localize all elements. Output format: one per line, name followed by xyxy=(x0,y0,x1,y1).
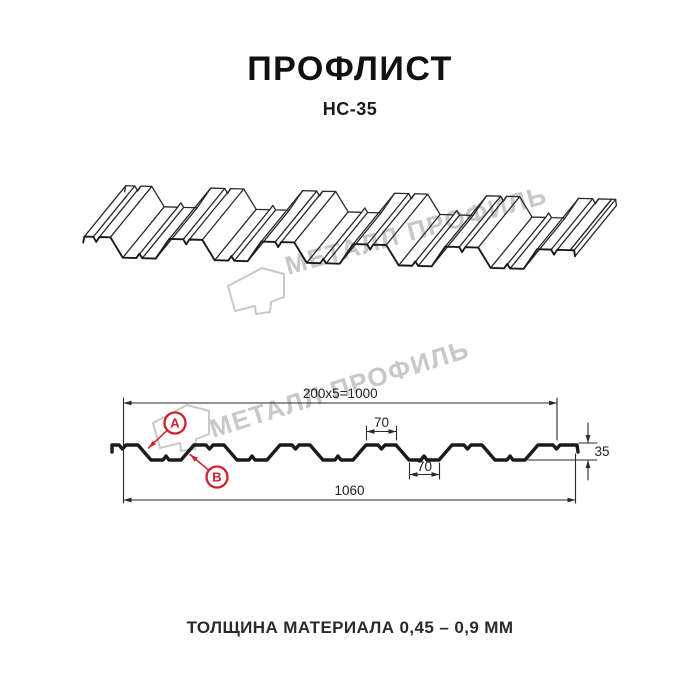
rib-length-line xyxy=(411,214,455,267)
dimension-arrowhead xyxy=(123,497,132,503)
rib-length-line xyxy=(464,195,508,248)
rib-length-line xyxy=(233,209,277,262)
dim-height-value: 35 xyxy=(595,444,610,459)
label-b-letter: B xyxy=(212,470,221,485)
dim-working-width-value: 200x5=1000 xyxy=(303,386,378,401)
label-a-letter: A xyxy=(170,416,180,431)
rib-length-line xyxy=(306,211,349,264)
page-title: ПРОФЛИСТ xyxy=(247,50,453,88)
rib-length-line xyxy=(98,185,142,238)
profile-model-name: НС-35 xyxy=(322,99,378,119)
rib-length-line xyxy=(141,206,185,259)
rib-length-line xyxy=(366,192,410,246)
sheet-3d-group xyxy=(82,185,618,270)
label-b-circle xyxy=(205,465,229,489)
rib-length-line xyxy=(574,204,618,257)
dimension-arrowhead xyxy=(388,429,397,434)
rib-length-line xyxy=(556,198,600,251)
rib-length-line xyxy=(489,216,533,269)
dimension-arrowhead xyxy=(366,429,375,434)
rib-length-line xyxy=(168,187,212,240)
rib-length-line xyxy=(398,213,441,267)
dimension-arrowhead xyxy=(190,454,198,462)
rib-length-line xyxy=(92,185,136,238)
watermark-logo xyxy=(227,267,285,315)
rib-length-line xyxy=(569,198,613,251)
rib-length-line xyxy=(536,197,580,250)
dimension-arrowhead xyxy=(549,400,557,406)
watermark-text-group: МЕТАЛЛ ПРОФИЛЬ xyxy=(282,180,551,281)
rib-length-line xyxy=(293,190,337,244)
watermark-brand-text: МЕТАЛЛ ПРОФИЛЬ xyxy=(282,180,551,281)
dim-bottom-flange-width-value: 70 xyxy=(417,459,432,474)
rib-length-line xyxy=(385,193,429,246)
rib-length-line xyxy=(182,187,226,240)
rib-length-line xyxy=(274,190,318,243)
rib-length-line xyxy=(260,190,304,243)
sheet-back-edge xyxy=(123,185,618,219)
dim-top-flange-width-value: 70 xyxy=(374,415,389,430)
rib-length-line xyxy=(573,198,617,251)
rib-length-line xyxy=(503,216,547,269)
rib-length-line xyxy=(135,206,179,259)
rib-length-line xyxy=(188,187,232,241)
dimension-arrowhead xyxy=(567,497,576,503)
rib-length-line xyxy=(444,195,488,248)
dim-overall-width-value: 1060 xyxy=(334,483,364,498)
rib-length-line xyxy=(83,185,127,238)
rib-length-line xyxy=(319,211,363,264)
rib-length-line xyxy=(550,198,594,251)
rib-length-line xyxy=(227,209,271,262)
rib-length-line xyxy=(352,192,396,245)
sheet-3d-drawing: МЕТАЛЛ ПРОФИЛЬ xyxy=(82,180,618,315)
sheet-front-cut-edge xyxy=(82,235,576,270)
dimension-arrowhead xyxy=(409,472,418,477)
dimension-arrowhead xyxy=(148,440,156,448)
dimension-arrowhead xyxy=(123,400,132,406)
dimension-arrowhead xyxy=(585,460,591,468)
rib-length-line xyxy=(372,193,416,246)
rib-length-line xyxy=(458,195,502,248)
rib-length-line xyxy=(109,185,153,238)
dimension-arrowhead xyxy=(431,472,440,477)
dimension-arrowhead xyxy=(585,435,591,443)
material-thickness-caption: ТОЛЩИНА МАТЕРИАЛА 0,45 – 0,9 ММ xyxy=(186,618,514,637)
rib-length-line xyxy=(280,190,324,243)
rib-length-line xyxy=(477,196,521,249)
rib-length-line xyxy=(509,216,553,270)
metall-profil-logo-icon xyxy=(227,267,285,315)
rib-length-line xyxy=(214,208,257,261)
label-a-circle xyxy=(163,411,187,435)
rib-length-line xyxy=(122,206,165,259)
rib-length-line xyxy=(325,211,369,264)
rib-length-line xyxy=(201,188,245,241)
profile-outline xyxy=(110,443,580,462)
rib-length-line xyxy=(417,214,461,267)
